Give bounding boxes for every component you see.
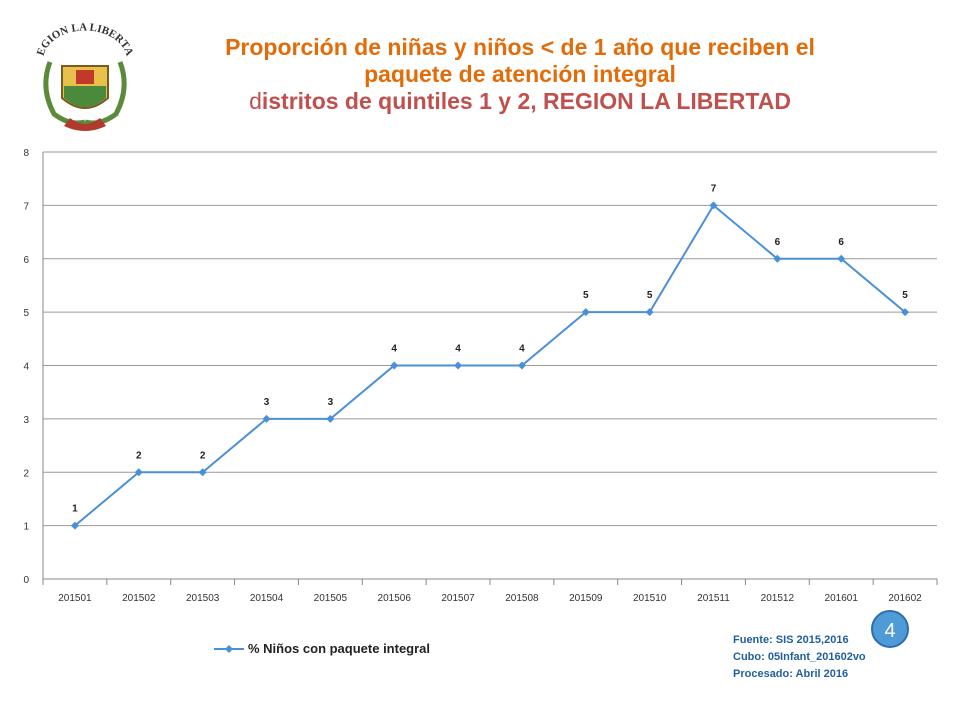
x-tick-label: 201507 [441,593,475,604]
data-label: 5 [583,290,589,301]
data-point [901,308,910,317]
x-tick-label: 201601 [825,593,859,604]
x-tick-label: 201510 [633,593,667,604]
data-point [581,308,590,317]
data-label: 2 [136,450,142,461]
title-line-1: Proporción de niñas y niños < de 1 año q… [225,34,815,60]
x-tick-label: 201504 [250,593,284,604]
data-point [198,468,207,477]
y-tick-label: 8 [23,148,29,159]
page-number-badge: 4 [871,610,909,648]
data-point [70,521,79,530]
title-line-3: distritos de quintiles 1 y 2, REGION LA … [150,88,890,115]
series-line [74,203,906,527]
data-point [326,414,335,423]
source-line-3: Procesado: Abril 2016 [733,668,849,680]
x-tick-label: 201501 [58,593,92,604]
data-point [773,254,782,263]
x-tick-label: 201602 [888,593,922,604]
data-label: 6 [775,237,781,248]
data-label: 4 [455,344,461,355]
legend-label: % Niños con paquete integral [248,641,431,656]
data-point [837,254,846,263]
data-label: 2 [200,450,206,461]
x-tick-label: 201503 [186,593,220,604]
x-tick-label: 201505 [314,593,348,604]
data-point [517,361,526,370]
y-tick-label: 6 [23,255,29,266]
data-point [454,361,463,370]
title-line-3-rest: istritos de quintiles 1 y 2, REGION LA L… [261,88,791,114]
data-label: 4 [391,344,397,355]
line-chart: 0 1 2 3 4 5 6 7 8 201501 201502 201503 201504 201505 2… [23,148,938,604]
region-logo: REGION LA LIBERTAD [26,9,140,136]
x-tick-label: 201502 [122,593,156,604]
title-line-2: paquete de atención integral [364,61,676,87]
source-line-2: Cubo: 05Infant_201602vo [733,651,866,663]
data-point [390,361,399,370]
data-label: 5 [647,290,653,301]
legend: % Niños con paquete integral [214,641,430,656]
x-tick-label: 201506 [378,593,412,604]
data-label: 3 [264,397,270,408]
title-line-3-first: d [249,88,262,114]
x-tick-label: 201511 [697,593,730,604]
x-tick-label: 201509 [569,593,603,604]
legend-marker-icon [214,644,244,653]
data-label: 1 [72,504,78,515]
y-tick-label: 7 [23,201,29,212]
y-tick-label: 1 [23,522,29,533]
source-note: Fuente: SIS 2015,2016 Cubo: 05Infant_201… [733,632,866,683]
y-tick-label: 5 [23,308,29,319]
chart-title: Proporción de niñas y niños < de 1 año q… [150,34,890,115]
data-label: 5 [902,290,908,301]
y-tick-label: 3 [23,415,29,426]
x-tick-label: 201512 [761,593,795,604]
source-line-1: Fuente: SIS 2015,2016 [733,634,849,646]
y-tick-label: 0 [23,575,29,586]
data-label: 7 [711,183,717,194]
y-tick-label: 2 [23,468,29,479]
y-tick-label: 4 [23,362,29,373]
data-point [645,308,654,317]
data-label: 3 [328,397,334,408]
data-label: 6 [838,237,844,248]
x-tick-label: 201508 [505,593,539,604]
data-point [262,414,271,423]
data-point [134,468,143,477]
data-point [709,201,718,210]
data-label: 4 [519,344,525,355]
